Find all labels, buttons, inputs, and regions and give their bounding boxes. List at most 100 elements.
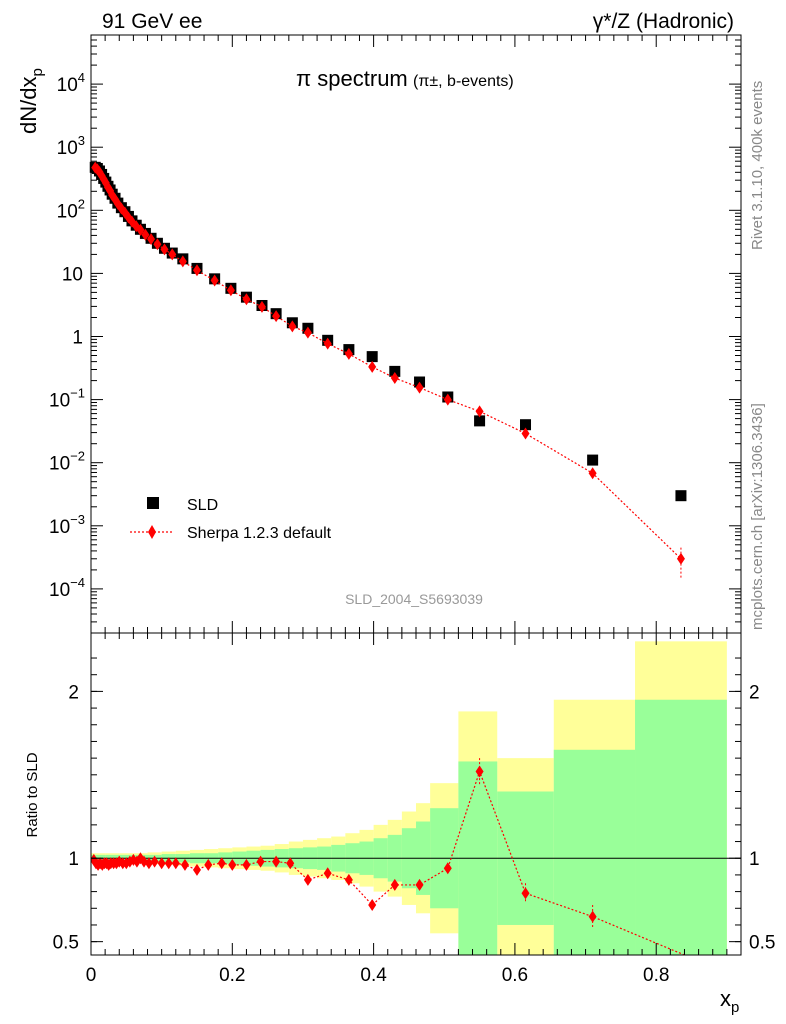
ratio-mc-point [272,855,281,868]
ratio-band-inner [635,699,727,955]
ratio-ytick-label: 0.5 [53,933,79,954]
ratio-xtick-label: 0.4 [360,965,387,986]
legend-marker-mc [148,525,156,539]
legend: SLD Sherpa 1.2.3 default [130,497,332,542]
mc-point [210,274,219,287]
svg-text:dN/dxp: dN/dxp [16,68,46,134]
analysis-id: SLD_2004_S5693039 [345,591,483,607]
mc-point [344,347,353,360]
main-ylabel: dN/dxp [16,68,46,134]
data-point-sld [389,365,401,377]
ratio-ytick-label: 2 [68,682,79,703]
mc-point [390,371,399,384]
side-label-bottom: mcplots.cern.ch [arXiv:1306.3436] [749,403,766,630]
main-ytick-label: 102 [57,196,85,222]
ratio-mc-point [144,857,153,870]
ratio-ytick-label: 1 [68,849,79,870]
mc-point [136,223,145,236]
ratio-mc-point [164,857,173,870]
ratio-mc-point [390,878,399,891]
data-point-sld [587,454,599,466]
mc-point [242,293,251,306]
legend-label-mc: Sherpa 1.2.3 default [187,525,332,542]
ratio-mc-point [242,858,251,871]
side-label-top-text: Rivet 3.1.10, 400k events [749,81,766,250]
side-label-bottom-text: mcplots.cern.ch [arXiv:1306.3436] [749,403,766,630]
ratio-panel: 0.5 0.5 1 1 2 2 0 0.2 0.4 0.6 0.8 [53,632,775,986]
ratio-mc-point [344,873,353,886]
ratio-mc-point [150,855,159,868]
ratio-ytick-label-right: 0.5 [749,933,775,954]
legend-label-sld: SLD [187,497,218,514]
ratio-mc-point [192,863,201,876]
mc-line [94,167,682,560]
ratio-xtick-label: 0 [86,965,97,986]
mc-point [288,320,297,333]
mc-point [676,552,685,565]
main-frame [90,34,742,634]
ratio-mc-point [217,857,226,870]
mc-point [521,427,530,440]
mc-point [178,255,187,268]
mc-point [192,264,201,277]
main-ytick-label: 103 [57,133,85,159]
main-ytick-label: 10−2 [49,449,85,475]
mc-point [226,284,235,297]
data-point-sld [474,415,486,427]
ratio-ylabel: Ratio to SLD [24,752,41,837]
ratio-mc-point [228,858,237,871]
main-ylabel-text: dN/dx [16,77,41,134]
main-subtitle: (π±, b-events) [413,73,514,90]
mc-point [160,243,169,256]
mc-point [475,405,484,418]
ratio-xtick-label: 0.2 [219,965,245,986]
ratio-mc-point [171,857,180,870]
main-ytick-label: 1 [72,327,83,348]
ratio-mc-point [204,858,213,871]
ratio-mc-point [588,910,597,923]
main-title: π spectrum [296,66,408,91]
mc-point [443,393,452,406]
xlabel-text: x [720,986,731,1011]
data-point-sld [675,490,687,502]
mc-point [303,326,312,339]
ratio-ytick-label-right: 2 [749,682,760,703]
mc-point [323,337,332,350]
ratio-mc-point [323,867,332,880]
ratio-mc-point [286,857,295,870]
ratio-ytick-label-right: 1 [749,849,760,870]
mc-point [588,467,597,480]
mc-point [368,360,377,373]
legend-marker-sld [147,497,159,509]
ratio-xtick-label: 0.6 [502,965,528,986]
ratio-mc-point [415,878,424,891]
ratio-xtick-label: 0.8 [643,965,669,986]
main-ytick-label: 10−1 [49,386,85,412]
ratio-band-inner [553,749,636,955]
ratio-mc-point [256,855,265,868]
header-left: 91 GeV ee [102,10,202,33]
data-point-sld [520,419,532,431]
ratio-mc-point [157,857,166,870]
ratio-mc-point [475,765,484,778]
side-label-top: Rivet 3.1.10, 400k events [749,81,766,250]
xlabel-sub: p [731,999,739,1016]
ratio-mc-point [521,887,530,900]
mc-point [415,381,424,394]
header-right: γ*/Z (Hadronic) [593,10,734,33]
main-ylabel-sub: p [29,68,46,76]
mc-point [153,238,162,251]
mc-point [168,248,177,261]
mc-point [147,233,156,246]
mc-point [141,228,150,241]
ratio-mc-point [443,862,452,875]
main-ytick-label: 104 [57,70,85,96]
xlabel: xp [720,986,739,1016]
mc-point [257,300,266,313]
ratio-ylabel-text: Ratio to SLD [24,752,41,837]
ratio-mc-point [303,873,312,886]
ratio-plot-area [91,641,741,955]
main-ytick-label: 10 [62,264,83,285]
